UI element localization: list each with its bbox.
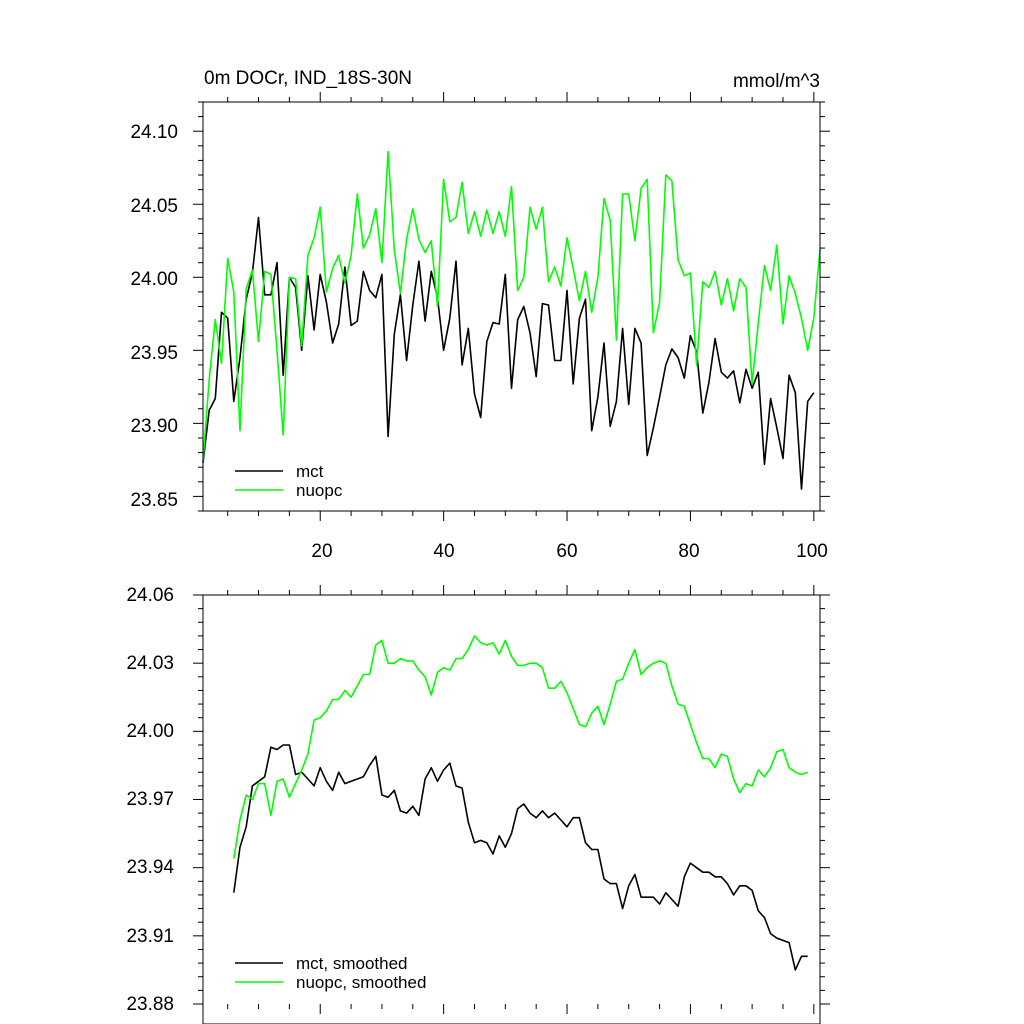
top-legend-label-nuopc: nuopc [296,481,343,500]
top-xtick-label: 20 [311,541,332,562]
bottom-ytick-label: 24.06 [126,585,174,606]
bottom-ytick-label: 24.03 [126,653,174,674]
bottom-legend: mct, smoothed nuopc, smoothed [235,954,426,992]
top-xtick-label: 100 [796,541,828,562]
bottom-series-mct-smoothed-line [233,744,808,971]
bottom-ytick-label: 24.00 [126,721,174,742]
top-plot-frame [202,101,821,512]
bottom-legend-label-mct: mct, smoothed [296,954,408,973]
top-series-mct-line [202,216,815,490]
top-ytick-label: 24.00 [130,269,178,290]
top-panel: 0m DOCr, IND_18S-30N mmol/m^3 24.10 24.0… [130,68,830,562]
bottom-series-nuopc-smoothed-line [233,635,808,859]
bottom-ytick-label: 23.88 [126,994,174,1015]
top-ytick-label: 23.95 [130,343,178,364]
top-ytick-label: 24.10 [130,122,178,143]
bottom-panel: 24.06 24.03 24.00 23.97 23.94 23.91 23.8… [126,585,830,1024]
top-xtick-label: 60 [556,541,577,562]
bottom-ytick-label: 23.94 [126,857,174,878]
units-label: mmol/m^3 [733,71,820,92]
bottom-axis-ticks [193,585,830,1014]
top-ytick-label: 23.90 [130,416,178,437]
bottom-plot-frame [202,594,821,1024]
top-series-nuopc-line [202,150,821,462]
top-legend: mct nuopc [235,462,343,500]
top-axis-ticks [193,92,830,521]
top-xtick-label: 40 [433,541,454,562]
top-ytick-label: 23.85 [130,490,178,511]
top-ytick-label: 24.05 [130,196,178,217]
top-legend-label-mct: mct [296,462,324,481]
top-xtick-label: 80 [678,541,699,562]
bottom-ytick-label: 23.97 [126,789,174,810]
bottom-ytick-label: 23.91 [126,926,174,947]
top-chart-title: 0m DOCr, IND_18S-30N [204,68,412,89]
bottom-legend-label-nuopc: nuopc, smoothed [296,973,426,992]
